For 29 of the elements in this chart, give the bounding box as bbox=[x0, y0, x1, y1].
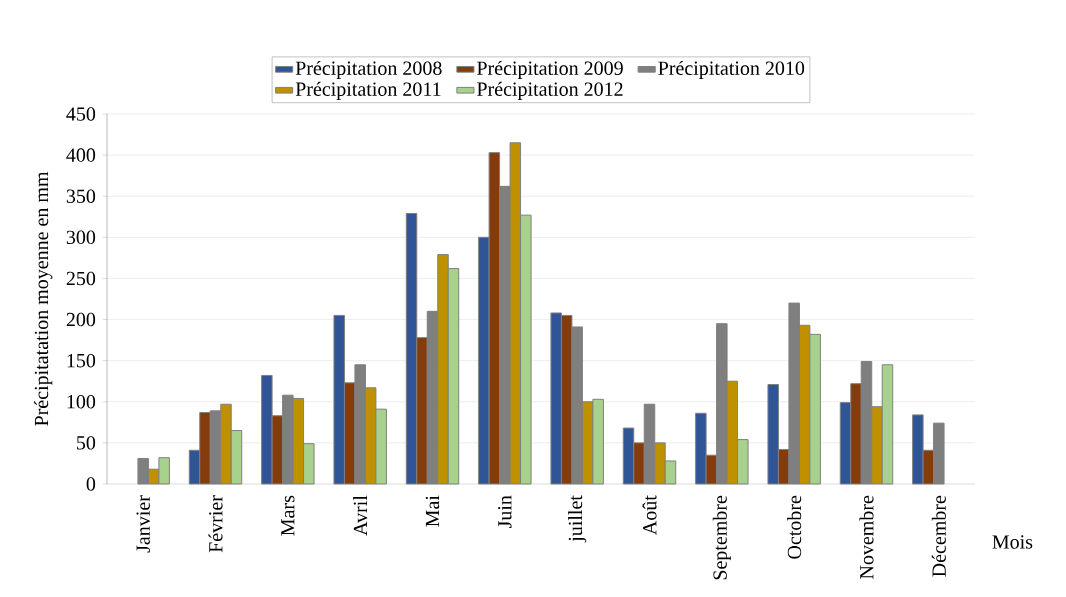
y-tick-label: 50 bbox=[77, 436, 96, 450]
legend-label: Précipitation 2011 bbox=[295, 81, 441, 100]
y-tick-label: 350 bbox=[66, 189, 96, 203]
legend-label: Précipitation 2010 bbox=[658, 60, 805, 80]
x-tick-label: Mai bbox=[425, 495, 440, 527]
x-tick-label: Avril bbox=[353, 495, 368, 536]
y-tick-label: 150 bbox=[67, 353, 96, 368]
y-tick-label: 100 bbox=[67, 395, 96, 409]
x-tick-label: Juin bbox=[498, 495, 512, 529]
y-axis-title: Précipitatation moyenne en mm bbox=[34, 171, 53, 426]
legend-label: Précipitation 2012 bbox=[477, 81, 623, 100]
legend-label: Précipitation 2009 bbox=[477, 60, 623, 80]
y-tick-label: 450 bbox=[66, 107, 96, 121]
x-tick-label: Octobre bbox=[787, 495, 802, 559]
x-tick-label: juillet bbox=[568, 495, 587, 543]
y-tick-label: 300 bbox=[66, 230, 96, 245]
x-tick-label: Février bbox=[208, 495, 223, 553]
x-axis-title: Mois bbox=[992, 535, 1033, 549]
legend-label: Précipitation 2008 bbox=[295, 60, 442, 80]
x-tick-label: Mars bbox=[281, 495, 295, 536]
y-tick-label: 250 bbox=[66, 271, 96, 286]
x-tick-label: Novembre bbox=[859, 495, 874, 579]
x-tick-label: Septembre bbox=[712, 495, 731, 580]
y-tick-label: 200 bbox=[66, 312, 96, 327]
x-tick-label: Août bbox=[642, 495, 657, 535]
y-tick-label: 400 bbox=[66, 148, 96, 162]
y-tick-label: 0 bbox=[86, 477, 96, 491]
x-tick-label: Janvier bbox=[136, 495, 150, 553]
x-tick-label: Décembre bbox=[931, 495, 946, 577]
